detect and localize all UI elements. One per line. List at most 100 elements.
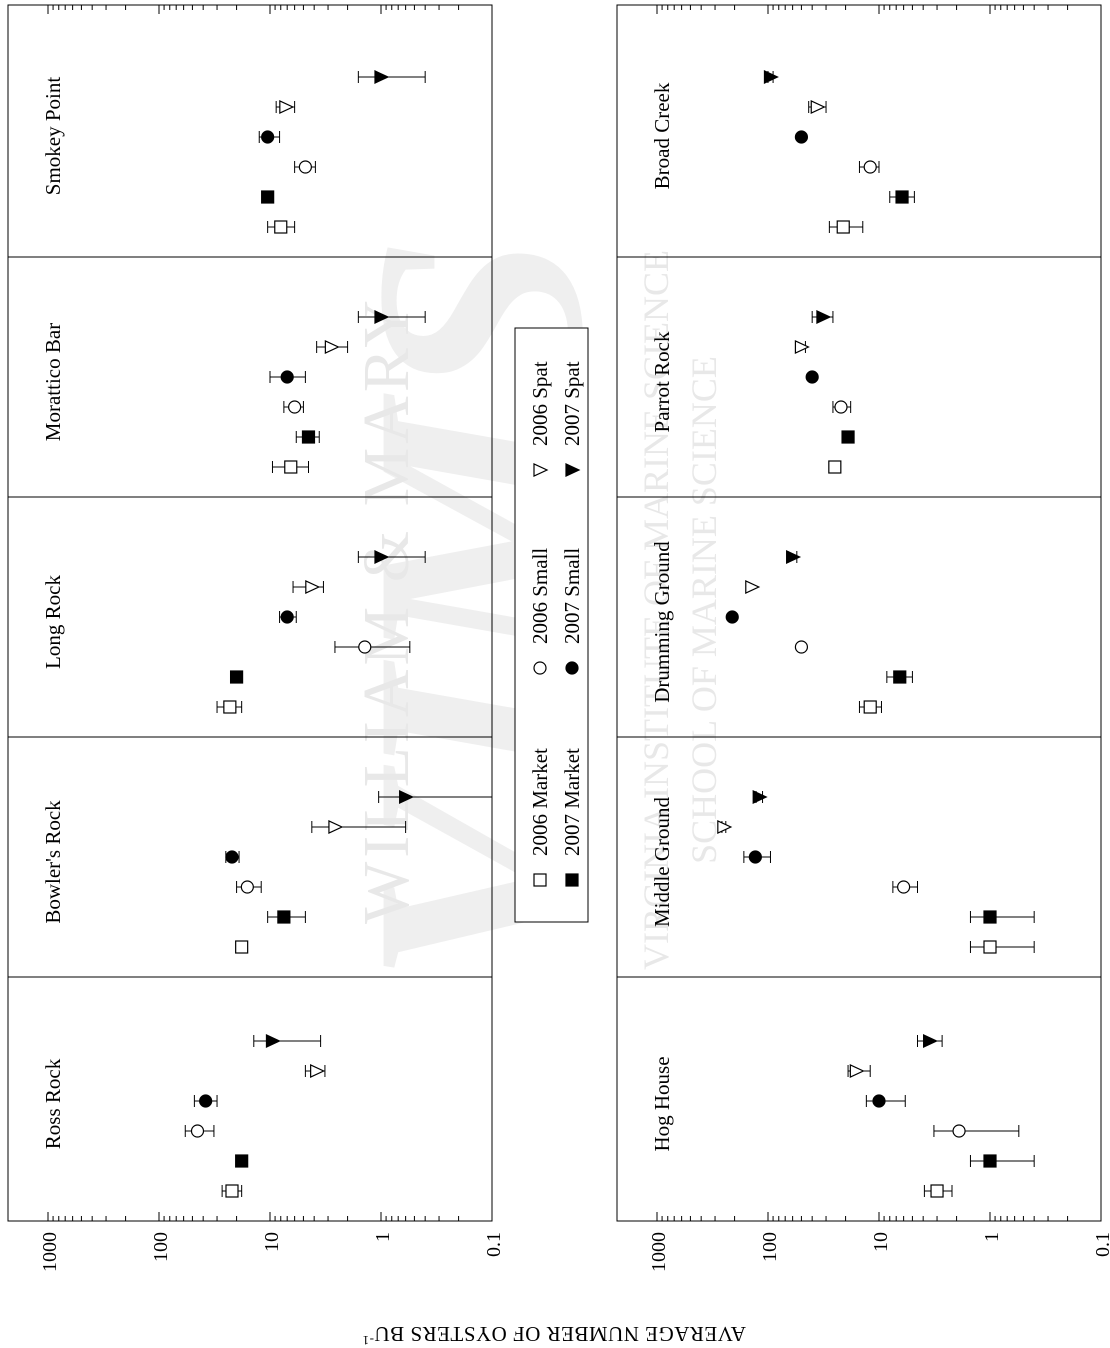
data-point: [858, 700, 882, 714]
site-labels: Ross Rock Bowler's Rock Long Rock Morattico…: [41, 77, 674, 1152]
data-point: [275, 100, 296, 114]
marker-circle: [240, 880, 254, 894]
site-label: Ross Rock: [41, 1058, 65, 1149]
marker-square: [983, 910, 997, 924]
legend-marker-circle: [533, 661, 547, 675]
marker-triangle: [717, 820, 733, 834]
watermark: VIMS WILLIAM & MARY VIRGINIA INSTITUTE O…: [313, 235, 724, 985]
marker-circle: [897, 880, 911, 894]
data-point: [235, 1154, 249, 1168]
marker-circle: [298, 160, 312, 174]
data-point: [752, 790, 768, 804]
y-tick-label: 1000: [648, 1232, 670, 1272]
data-point: [279, 610, 297, 624]
y-axis-title: AVERAGE NUMBER OF OYSTERS BU-1: [362, 1322, 746, 1348]
data-point: [334, 640, 411, 654]
watermark-line-1: WILLIAM & MARY: [350, 296, 423, 924]
data-point: [886, 670, 913, 684]
data-point: [828, 460, 842, 474]
legend-marker-square: [565, 873, 579, 887]
data-point: [258, 130, 281, 144]
y-tick-label: 10: [261, 1232, 283, 1252]
marker-triangle: [763, 70, 779, 84]
marker-square: [983, 1154, 997, 1168]
data-point: [794, 640, 809, 654]
data-point: [221, 1184, 243, 1198]
marker-triangle: [374, 310, 390, 324]
data-point: [225, 850, 240, 864]
marker-circle: [794, 130, 809, 144]
marker-square: [841, 430, 855, 444]
data-point: [294, 160, 316, 174]
data-point: [923, 1184, 953, 1198]
marker-square: [284, 460, 298, 474]
site-label: Parrot Rock: [650, 331, 674, 432]
data-point: [933, 1124, 1020, 1138]
data-point: [236, 880, 262, 894]
marker-triangle: [794, 340, 810, 354]
data-point: [828, 220, 864, 234]
marker-square: [895, 190, 909, 204]
data-point: [858, 160, 880, 174]
y-tick-label: 1: [372, 1232, 394, 1242]
site-label: Morattico Bar: [41, 323, 65, 441]
marker-circle: [261, 130, 275, 144]
marker-square: [893, 670, 907, 684]
data-point: [725, 610, 739, 624]
data-point: [808, 100, 827, 114]
watermark-logo-text: VIMS: [313, 235, 645, 985]
data-point: [193, 1094, 218, 1108]
marker-triangle: [374, 550, 390, 564]
data-point: [763, 70, 779, 84]
data-point: [378, 790, 493, 804]
marker-circle: [725, 610, 739, 624]
marker-square: [828, 460, 842, 474]
data-point: [253, 1034, 322, 1048]
y-axis-title-text: AVERAGE NUMBER OF OYSTERS BU: [374, 1322, 746, 1346]
bottom-plot-frame: [616, 4, 1102, 1222]
marker-triangle: [849, 1064, 865, 1078]
y-tick-label: 100: [150, 1232, 172, 1262]
marker-circle: [225, 850, 239, 864]
y-tick-label: 1000: [39, 1232, 61, 1272]
marker-square: [223, 700, 237, 714]
legend-item: 2006 Small: [528, 548, 552, 675]
marker-triangle: [305, 580, 321, 594]
data-point: [794, 340, 810, 354]
marker-triangle: [374, 70, 390, 84]
marker-square: [277, 910, 291, 924]
marker-triangle: [786, 550, 802, 564]
marker-square: [930, 1184, 944, 1198]
data-point: [261, 190, 275, 204]
marker-triangle: [310, 1064, 326, 1078]
legend-item: 2007 Small: [560, 548, 584, 675]
marker-circle: [199, 1094, 213, 1108]
y-tick-label: 100: [759, 1232, 781, 1262]
marker-triangle: [328, 820, 344, 834]
legend-item: 2007 Spat: [560, 361, 584, 477]
top-plot-frame: [7, 4, 493, 1222]
data-point: [969, 1154, 1035, 1168]
marker-triangle: [265, 1034, 281, 1048]
data-point: [847, 1064, 871, 1078]
marker-square: [301, 430, 316, 444]
marker-square: [863, 700, 877, 714]
legend-marker-circle: [565, 661, 579, 675]
marker-square: [229, 670, 244, 684]
data-point: [745, 580, 761, 594]
data-point: [292, 580, 324, 594]
data-point: [832, 400, 852, 414]
data-point: [357, 70, 426, 84]
marker-triangle: [279, 100, 295, 114]
data-point: [295, 430, 320, 444]
data-point: [271, 460, 309, 474]
legend-marker-triangle: [565, 463, 581, 477]
data-point: [267, 910, 306, 924]
data-point: [184, 1124, 215, 1138]
legend-label: 2006 Small: [528, 548, 552, 644]
marker-circle: [805, 370, 819, 384]
y-tick-label: 0.1: [483, 1232, 505, 1257]
value-axes: 1000 100 10 1 0.1 1000 100 10 1 0.1: [39, 5, 1110, 1272]
marker-circle: [288, 400, 302, 414]
site-label: Smokey Point: [41, 77, 65, 196]
